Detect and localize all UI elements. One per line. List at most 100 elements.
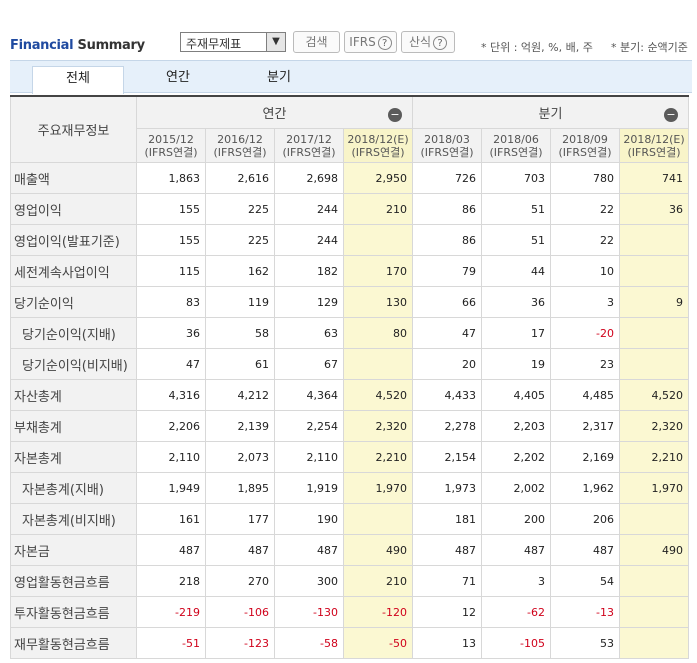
help-icon: ? bbox=[377, 35, 392, 50]
value-cell: 23 bbox=[550, 348, 620, 380]
row-label[interactable]: 자본총계(비지배) bbox=[10, 503, 137, 535]
value-cell bbox=[343, 348, 413, 380]
value-cell: 58 bbox=[205, 317, 275, 349]
period-label: 2018/09 bbox=[562, 132, 608, 146]
value-cell: 155 bbox=[136, 224, 206, 256]
value-cell: 2,203 bbox=[481, 410, 551, 442]
value-cell: 490 bbox=[343, 534, 413, 566]
table-row: 자본총계(비지배) 161 177 190 181 200 206 bbox=[10, 503, 689, 535]
collapse-icon[interactable]: − bbox=[664, 108, 678, 122]
value-cell: 244 bbox=[274, 224, 344, 256]
value-cell: 1,970 bbox=[343, 472, 413, 504]
value-cell: 181 bbox=[412, 503, 482, 535]
row-label[interactable]: 자본총계(지배) bbox=[10, 472, 137, 504]
value-cell: 130 bbox=[343, 286, 413, 318]
value-cell: 36 bbox=[619, 193, 689, 225]
value-cell: 206 bbox=[550, 503, 620, 535]
value-cell: 2,616 bbox=[205, 162, 275, 194]
row-label[interactable]: 자산총계 bbox=[10, 379, 137, 411]
value-cell: 2,317 bbox=[550, 410, 620, 442]
period-basis: (IFRS연결) bbox=[351, 145, 405, 159]
value-cell: 1,919 bbox=[274, 472, 344, 504]
period-label: 2018/12(E) bbox=[623, 132, 685, 146]
value-cell: 54 bbox=[550, 565, 620, 597]
row-label[interactable]: 자본금 bbox=[10, 534, 137, 566]
value-cell: 2,698 bbox=[274, 162, 344, 194]
title-part2: Summary bbox=[77, 38, 146, 53]
value-cell: 2,210 bbox=[343, 441, 413, 473]
value-cell: 190 bbox=[274, 503, 344, 535]
value-cell bbox=[619, 255, 689, 287]
row-label[interactable]: 당기순이익(비지배) bbox=[10, 348, 137, 380]
period-header: 2015/12 (IFRS연결) bbox=[136, 128, 206, 163]
row-label[interactable]: 부채총계 bbox=[10, 410, 137, 442]
value-cell: 225 bbox=[205, 193, 275, 225]
value-cell: 12 bbox=[412, 596, 482, 628]
value-cell: -50 bbox=[343, 627, 413, 659]
tab-quarter[interactable]: 분기 bbox=[267, 70, 291, 85]
value-cell: 487 bbox=[274, 534, 344, 566]
ifrs-help-button[interactable]: IFRS? bbox=[344, 31, 397, 53]
period-label: 2018/06 bbox=[493, 132, 539, 146]
value-cell: 2,254 bbox=[274, 410, 344, 442]
financial-summary-table: 주요재무정보 연간 − 분기 − 2015/12 (IFRS연결) 2016/12 (IF… bbox=[10, 95, 689, 659]
value-cell: 86 bbox=[412, 224, 482, 256]
value-cell: 200 bbox=[481, 503, 551, 535]
period-tab-bar: 전체 연간 분기 bbox=[10, 60, 692, 94]
period-label: 2017/12 bbox=[286, 132, 332, 146]
value-cell: 1,895 bbox=[205, 472, 275, 504]
table-row: 투자활동현금흐름 -219 -106 -130 -120 12 -62 -13 bbox=[10, 596, 689, 628]
search-button[interactable]: 검색 bbox=[293, 31, 340, 53]
value-cell: -58 bbox=[274, 627, 344, 659]
formula-label: 산식 bbox=[408, 35, 432, 49]
value-cell: 2,320 bbox=[343, 410, 413, 442]
value-cell: 22 bbox=[550, 193, 620, 225]
ifrs-label: IFRS bbox=[349, 35, 376, 49]
value-cell bbox=[619, 317, 689, 349]
quarter-group-header: 분기 − bbox=[412, 95, 689, 129]
value-cell: -130 bbox=[274, 596, 344, 628]
page-title: Financial Summary bbox=[10, 38, 145, 53]
period-header: 2017/12 (IFRS연결) bbox=[274, 128, 344, 163]
period-header: 2018/12(E) (IFRS연결) bbox=[619, 128, 689, 163]
table-row: 영업활동현금흐름 218 270 300 210 71 3 54 bbox=[10, 565, 689, 597]
row-label[interactable]: 세전계속사업이익 bbox=[10, 255, 137, 287]
value-cell: 17 bbox=[481, 317, 551, 349]
row-label[interactable]: 투자활동현금흐름 bbox=[10, 596, 137, 628]
row-label[interactable]: 재무활동현금흐름 bbox=[10, 627, 137, 659]
formula-help-button[interactable]: 산식? bbox=[401, 31, 455, 53]
row-label[interactable]: 자본총계 bbox=[10, 441, 137, 473]
value-cell: 170 bbox=[343, 255, 413, 287]
value-cell: 161 bbox=[136, 503, 206, 535]
row-label[interactable]: 영업이익(발표기준) bbox=[10, 224, 137, 256]
value-cell bbox=[619, 503, 689, 535]
table-row: 매출액 1,863 2,616 2,698 2,950 726 703 780 741 bbox=[10, 162, 689, 194]
row-label[interactable]: 당기순이익 bbox=[10, 286, 137, 318]
table-row: 자본총계 2,110 2,073 2,110 2,210 2,154 2,202 2,169 2… bbox=[10, 441, 689, 473]
value-cell bbox=[619, 224, 689, 256]
row-label[interactable]: 영업이익 bbox=[10, 193, 137, 225]
table-row: 자산총계 4,316 4,212 4,364 4,520 4,433 4,405 4,485 4… bbox=[10, 379, 689, 411]
value-cell: 487 bbox=[481, 534, 551, 566]
period-label: 2018/12(E) bbox=[347, 132, 409, 146]
value-cell: 51 bbox=[481, 193, 551, 225]
help-icon: ? bbox=[433, 35, 448, 50]
tab-annual[interactable]: 연간 bbox=[166, 70, 190, 85]
row-label[interactable]: 매출액 bbox=[10, 162, 137, 194]
value-cell: -123 bbox=[205, 627, 275, 659]
value-cell: 2,110 bbox=[274, 441, 344, 473]
value-cell: 119 bbox=[205, 286, 275, 318]
period-basis: (IFRS연결) bbox=[144, 145, 198, 159]
value-cell: 4,212 bbox=[205, 379, 275, 411]
statement-type-select[interactable]: 주재무제표 ▼ bbox=[180, 32, 286, 52]
collapse-icon[interactable]: − bbox=[388, 108, 402, 122]
table-row: 자본총계(지배) 1,949 1,895 1,919 1,970 1,973 2,002 1,… bbox=[10, 472, 689, 504]
value-cell: 47 bbox=[412, 317, 482, 349]
chevron-down-icon[interactable]: ▼ bbox=[266, 33, 285, 51]
value-cell: 244 bbox=[274, 193, 344, 225]
tab-all[interactable]: 전체 bbox=[32, 66, 124, 94]
value-cell: 2,169 bbox=[550, 441, 620, 473]
row-label[interactable]: 당기순이익(지배) bbox=[10, 317, 137, 349]
value-cell: 19 bbox=[481, 348, 551, 380]
row-label[interactable]: 영업활동현금흐름 bbox=[10, 565, 137, 597]
